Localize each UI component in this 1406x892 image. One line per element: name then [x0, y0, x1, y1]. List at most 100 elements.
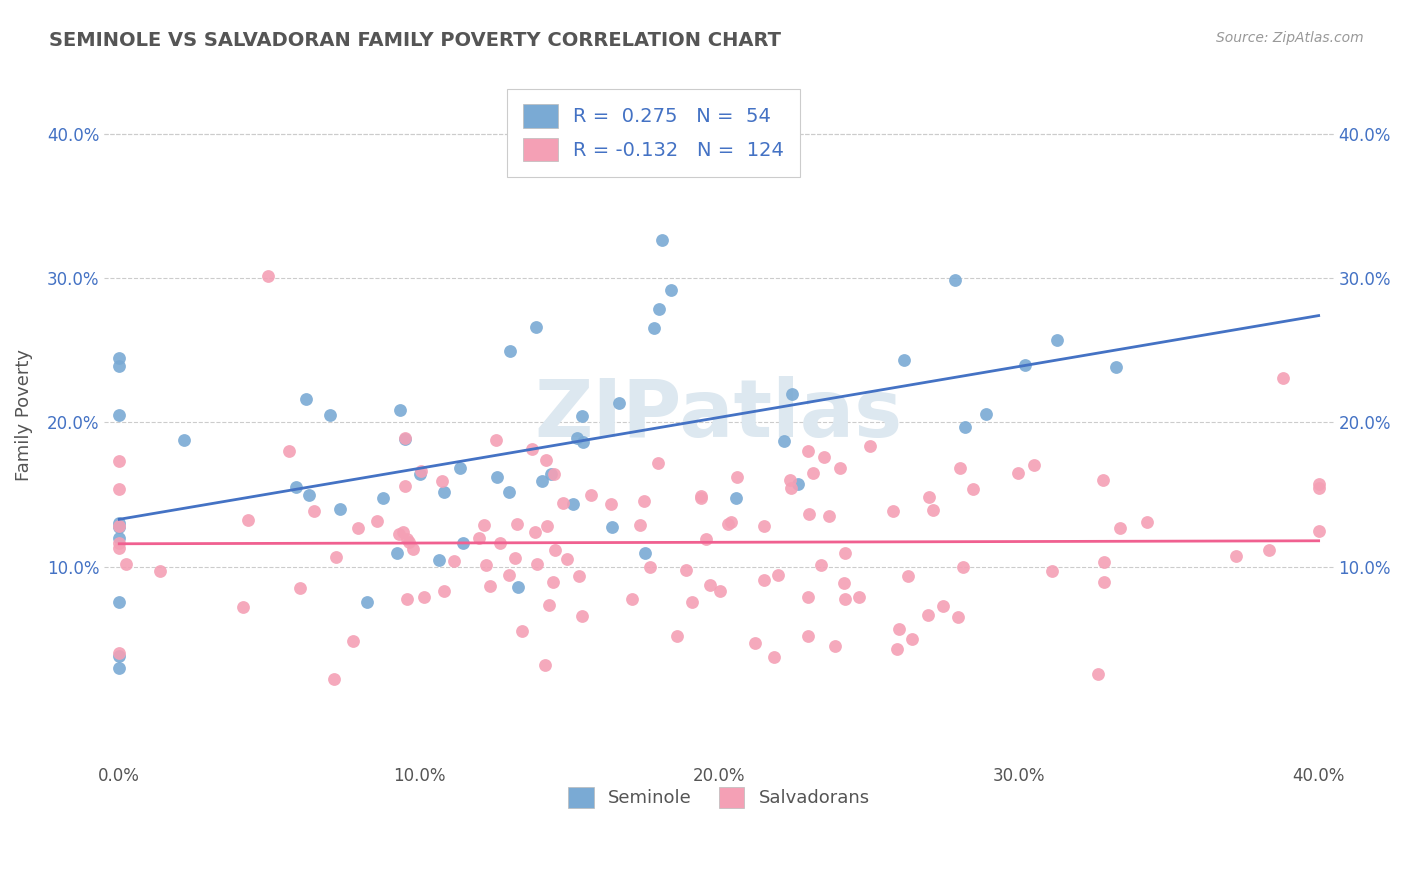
Point [946, 609, 969, 624]
Point [319, 408, 342, 422]
Point [385, 545, 408, 559]
Point [388, 402, 411, 417]
Point [859, 439, 882, 453]
Point [236, 513, 259, 527]
Point [695, 533, 717, 547]
Point [526, 320, 548, 334]
Point [555, 552, 578, 566]
Point [298, 488, 321, 502]
Point [690, 489, 713, 503]
Point [1007, 466, 1029, 480]
Point [834, 576, 856, 591]
Point [716, 516, 738, 531]
Point [633, 494, 655, 508]
Point [725, 469, 748, 483]
Point [115, 557, 138, 571]
Point [1136, 516, 1159, 530]
Point [1104, 359, 1126, 374]
Point [834, 592, 856, 607]
Point [450, 461, 472, 475]
Point [834, 546, 856, 560]
Point [621, 591, 644, 606]
Point [571, 409, 593, 424]
Point [536, 453, 558, 467]
Point [388, 527, 411, 541]
Point [108, 595, 131, 609]
Point [413, 590, 436, 604]
Point [1092, 556, 1115, 570]
Point [503, 551, 526, 566]
Point [974, 407, 997, 421]
Point [689, 491, 711, 505]
Point [681, 594, 703, 608]
Point [108, 351, 131, 365]
Point [108, 453, 131, 467]
Point [366, 514, 388, 528]
Point [108, 519, 131, 533]
Point [485, 433, 508, 447]
Point [411, 464, 433, 478]
Point [752, 573, 775, 587]
Point [325, 549, 347, 564]
Point [498, 568, 520, 582]
Point [932, 599, 955, 613]
Point [724, 491, 747, 505]
Point [1258, 543, 1281, 558]
Point [572, 434, 595, 449]
Point [709, 583, 731, 598]
Point [797, 443, 820, 458]
Point [666, 629, 689, 643]
Point [475, 558, 498, 573]
Point [720, 515, 742, 529]
Point [409, 467, 432, 481]
Point [108, 516, 131, 530]
Point [149, 564, 172, 578]
Point [1092, 574, 1115, 589]
Point [489, 536, 512, 550]
Point [817, 508, 839, 523]
Point [752, 519, 775, 533]
Point [108, 359, 131, 373]
Point [394, 432, 416, 446]
Point [600, 497, 623, 511]
Point [579, 488, 602, 502]
Point [108, 532, 131, 546]
Point [848, 590, 870, 604]
Point [607, 395, 630, 409]
Point [285, 480, 308, 494]
Point [443, 554, 465, 568]
Text: SEMINOLE VS SALVADORAN FAMILY POVERTY CORRELATION CHART: SEMINOLE VS SALVADORAN FAMILY POVERTY CO… [49, 31, 782, 50]
Point [533, 658, 555, 673]
Point [302, 504, 325, 518]
Point [467, 531, 489, 545]
Point [797, 590, 820, 604]
Point [1308, 476, 1330, 491]
Point [433, 584, 456, 599]
Point [949, 461, 972, 475]
Point [897, 568, 920, 582]
Point [392, 524, 415, 539]
Point [541, 574, 564, 589]
Point [659, 283, 682, 297]
Point [634, 546, 657, 560]
Point [295, 392, 318, 407]
Point [647, 457, 669, 471]
Point [943, 273, 966, 287]
Point [536, 519, 558, 533]
Point [257, 268, 280, 283]
Point [427, 553, 450, 567]
Point [538, 598, 561, 612]
Point [772, 434, 794, 449]
Point [900, 632, 922, 647]
Point [342, 634, 364, 648]
Point [744, 635, 766, 649]
Point [1040, 564, 1063, 578]
Point [1272, 371, 1295, 385]
Point [108, 647, 131, 661]
Point [544, 542, 567, 557]
Point [675, 563, 697, 577]
Point [498, 343, 520, 358]
Point [173, 433, 195, 447]
Point [1024, 458, 1046, 472]
Point [232, 600, 254, 615]
